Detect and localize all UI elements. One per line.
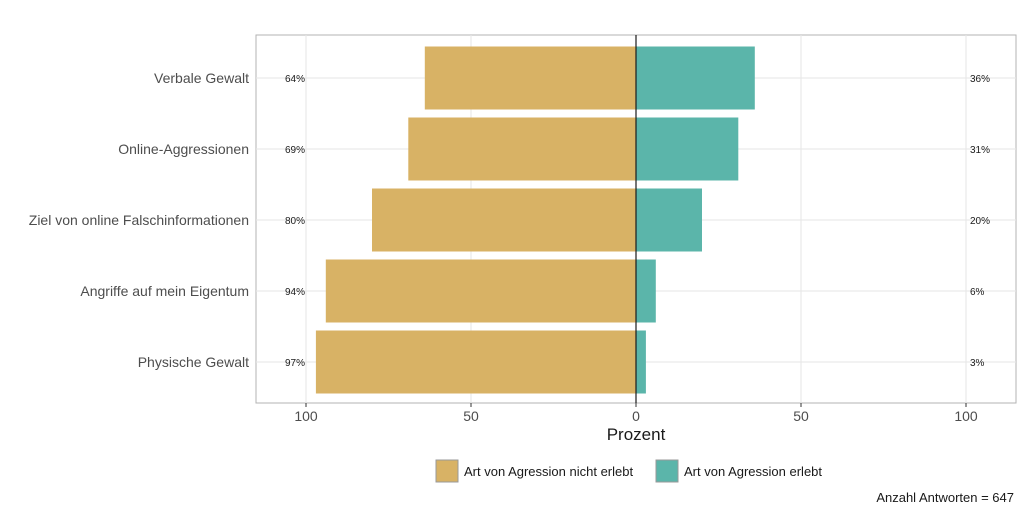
- legend-swatch-nicht-erlebt: [435, 459, 459, 483]
- data-label-nicht-erlebt-4: 97%: [285, 358, 305, 369]
- bar-erlebt-3: [636, 259, 656, 323]
- bar-nicht-erlebt-2: [372, 188, 636, 252]
- category-label-1: Online-Aggressionen: [118, 141, 249, 157]
- bar-erlebt-1: [636, 117, 739, 181]
- data-label-nicht-erlebt-3: 94%: [285, 287, 305, 298]
- bar-erlebt-2: [636, 188, 702, 252]
- bar-erlebt-0: [636, 46, 755, 110]
- legend-swatch-erlebt: [655, 459, 679, 483]
- data-label-erlebt-1: 31%: [970, 145, 990, 156]
- bar-nicht-erlebt-1: [408, 117, 636, 181]
- data-label-nicht-erlebt-2: 80%: [285, 216, 305, 227]
- category-label-0: Verbale Gewalt: [154, 70, 249, 86]
- data-label-erlebt-0: 36%: [970, 74, 990, 85]
- x-tick-label-2: 0: [632, 408, 640, 424]
- category-label-2: Ziel von online Falschinformationen: [29, 212, 249, 228]
- response-count-note: Anzahl Antworten = 647: [876, 490, 1014, 505]
- x-tick-label-3: 50: [793, 408, 809, 424]
- bar-nicht-erlebt-4: [315, 330, 636, 394]
- x-tick-label-1: 50: [463, 408, 479, 424]
- x-tick-label-0: 100: [294, 408, 318, 424]
- legend-label-erlebt: Art von Agression erlebt: [684, 464, 822, 479]
- data-label-nicht-erlebt-1: 69%: [285, 145, 305, 156]
- category-label-3: Angriffe auf mein Eigentum: [80, 283, 249, 299]
- x-tick-label-4: 100: [954, 408, 978, 424]
- bar-nicht-erlebt-0: [424, 46, 636, 110]
- legend-label-nicht-erlebt: Art von Agression nicht erlebt: [464, 464, 633, 479]
- category-label-4: Physische Gewalt: [138, 354, 249, 370]
- bar-nicht-erlebt-3: [325, 259, 636, 323]
- data-label-erlebt-2: 20%: [970, 216, 990, 227]
- data-label-nicht-erlebt-0: 64%: [285, 74, 305, 85]
- bar-erlebt-4: [636, 330, 646, 394]
- data-label-erlebt-4: 3%: [970, 358, 985, 369]
- x-axis-title: Prozent: [607, 425, 666, 444]
- data-label-erlebt-3: 6%: [970, 287, 985, 298]
